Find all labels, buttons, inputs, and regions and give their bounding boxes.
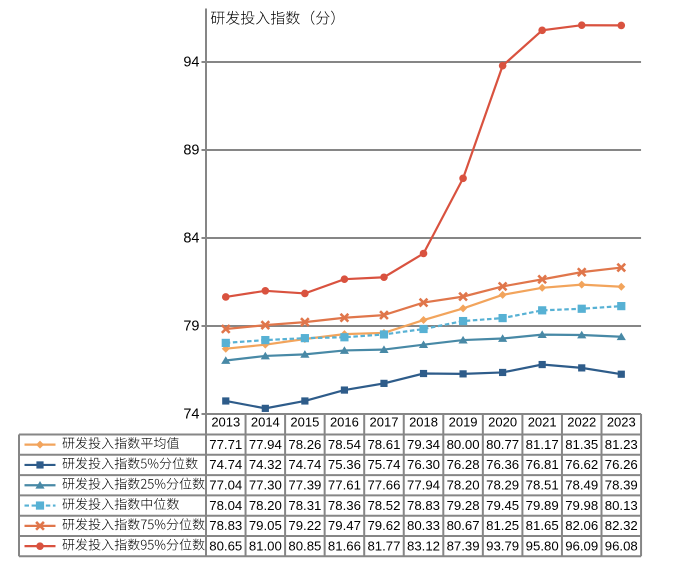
svg-text:81.23: 81.23	[605, 437, 638, 452]
svg-text:78.20: 78.20	[249, 498, 282, 513]
svg-text:81.25: 81.25	[486, 518, 519, 533]
svg-text:79.45: 79.45	[486, 498, 519, 513]
svg-text:78.51: 78.51	[526, 477, 559, 492]
svg-text:75.36: 75.36	[328, 457, 361, 472]
svg-text:76.28: 76.28	[447, 457, 480, 472]
svg-text:2018: 2018	[409, 415, 438, 430]
svg-text:82.06: 82.06	[565, 518, 598, 533]
svg-text:79.62: 79.62	[367, 518, 400, 533]
svg-text:77.71: 77.71	[209, 437, 242, 452]
svg-text:78.39: 78.39	[605, 477, 638, 492]
svg-text:77.94: 77.94	[407, 477, 440, 492]
svg-text:79.98: 79.98	[565, 498, 598, 513]
svg-text:80.67: 80.67	[447, 518, 480, 533]
svg-text:80.00: 80.00	[447, 437, 480, 452]
svg-text:95.80: 95.80	[526, 538, 559, 553]
svg-text:78.61: 78.61	[367, 437, 400, 452]
svg-text:79.22: 79.22	[288, 518, 321, 533]
svg-text:77.39: 77.39	[288, 477, 321, 492]
svg-text:80.33: 80.33	[407, 518, 440, 533]
svg-text:79: 79	[183, 319, 199, 335]
svg-text:96.09: 96.09	[565, 538, 598, 553]
svg-text:74.74: 74.74	[288, 457, 321, 472]
svg-text:93.79: 93.79	[486, 538, 519, 553]
svg-text:77.66: 77.66	[367, 477, 400, 492]
svg-text:80.13: 80.13	[605, 498, 638, 513]
svg-text:2020: 2020	[488, 415, 517, 430]
svg-text:80.65: 80.65	[209, 538, 242, 553]
svg-text:76.30: 76.30	[407, 457, 440, 472]
svg-text:89: 89	[183, 143, 199, 159]
svg-text:77.04: 77.04	[209, 477, 242, 492]
svg-text:84: 84	[183, 231, 199, 247]
svg-text:77.94: 77.94	[249, 437, 282, 452]
svg-text:78.54: 78.54	[328, 437, 361, 452]
svg-text:2021: 2021	[528, 415, 557, 430]
svg-text:77.30: 77.30	[249, 477, 282, 492]
svg-text:77.61: 77.61	[328, 477, 361, 492]
svg-text:78.83: 78.83	[209, 518, 242, 533]
svg-text:81.65: 81.65	[526, 518, 559, 533]
svg-text:2022: 2022	[567, 415, 596, 430]
svg-text:76.36: 76.36	[486, 457, 519, 472]
svg-text:81.77: 81.77	[367, 538, 400, 553]
svg-text:81.35: 81.35	[565, 437, 598, 452]
svg-text:2013: 2013	[211, 415, 240, 430]
svg-text:74: 74	[183, 407, 199, 423]
svg-text:78.83: 78.83	[407, 498, 440, 513]
svg-text:75.74: 75.74	[367, 457, 400, 472]
svg-text:81.00: 81.00	[249, 538, 282, 553]
svg-text:2017: 2017	[370, 415, 399, 430]
svg-text:2014: 2014	[251, 415, 280, 430]
svg-text:82.32: 82.32	[605, 518, 638, 533]
svg-text:76.62: 76.62	[565, 457, 598, 472]
svg-text:80.77: 80.77	[486, 437, 519, 452]
svg-text:81.17: 81.17	[526, 437, 559, 452]
svg-text:79.89: 79.89	[526, 498, 559, 513]
svg-text:79.05: 79.05	[249, 518, 282, 533]
svg-text:80.85: 80.85	[288, 538, 321, 553]
svg-text:78.26: 78.26	[288, 437, 321, 452]
svg-text:2015: 2015	[290, 415, 319, 430]
svg-text:87.39: 87.39	[447, 538, 480, 553]
svg-text:83.12: 83.12	[407, 538, 440, 553]
svg-text:78.36: 78.36	[328, 498, 361, 513]
svg-text:78.04: 78.04	[209, 498, 242, 513]
svg-text:2016: 2016	[330, 415, 359, 430]
svg-text:2019: 2019	[449, 415, 478, 430]
svg-text:78.52: 78.52	[367, 498, 400, 513]
svg-text:81.66: 81.66	[328, 538, 361, 553]
svg-text:74.74: 74.74	[209, 457, 242, 472]
svg-text:79.47: 79.47	[328, 518, 361, 533]
svg-text:78.49: 78.49	[565, 477, 598, 492]
svg-text:76.26: 76.26	[605, 457, 638, 472]
svg-text:96.08: 96.08	[605, 538, 638, 553]
svg-text:76.81: 76.81	[526, 457, 559, 472]
svg-text:79.28: 79.28	[447, 498, 480, 513]
svg-text:2023: 2023	[607, 415, 636, 430]
svg-text:94: 94	[183, 55, 199, 71]
svg-text:78.20: 78.20	[447, 477, 480, 492]
svg-text:78.29: 78.29	[486, 477, 519, 492]
svg-text:74.32: 74.32	[249, 457, 282, 472]
svg-text:79.34: 79.34	[407, 437, 440, 452]
svg-text:78.31: 78.31	[288, 498, 321, 513]
